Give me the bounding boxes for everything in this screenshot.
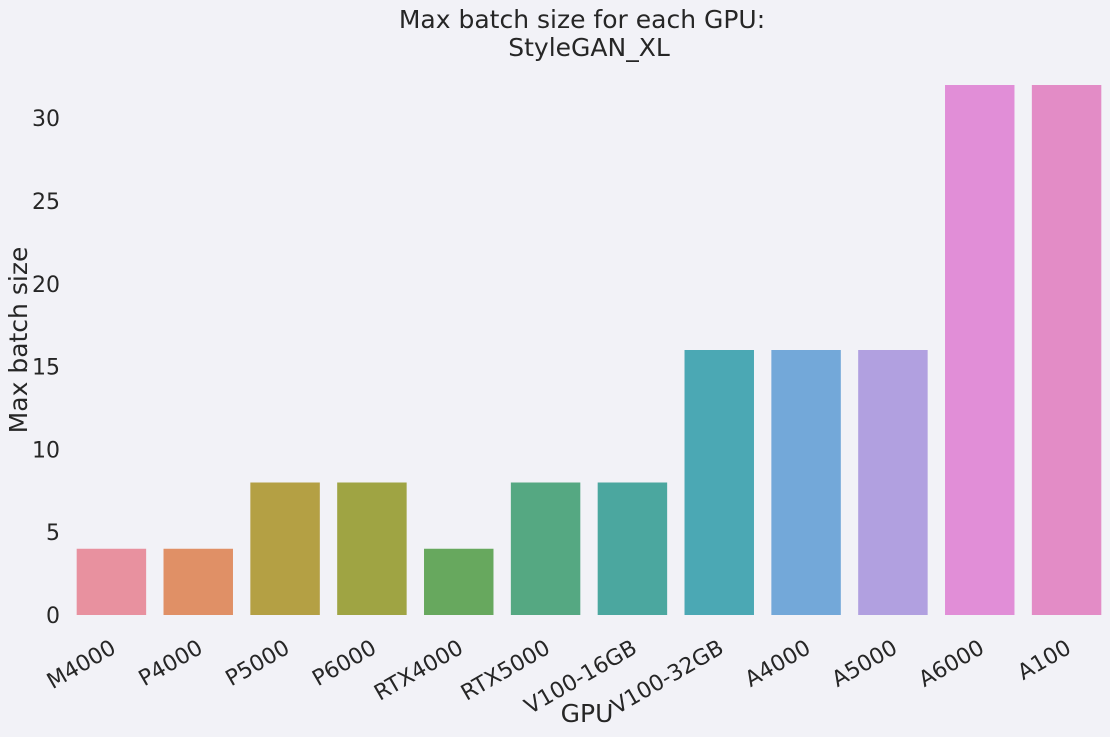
- y-tick-label: 5: [46, 521, 60, 546]
- y-tick-label: 0: [46, 604, 60, 629]
- bar-rtx5000: [510, 482, 581, 615]
- bar-a4000: [771, 350, 841, 615]
- y-tick-label: 20: [32, 273, 60, 298]
- bar-rtx4000: [424, 548, 494, 615]
- bar-a6000: [945, 85, 1015, 615]
- bar-p4000: [163, 548, 233, 615]
- y-axis-label: Max batch size: [4, 247, 33, 434]
- y-tick-label: 25: [32, 190, 60, 215]
- y-tick-label: 15: [32, 356, 60, 381]
- chart-title-line2: StyleGAN_XL: [508, 33, 670, 62]
- bar-v100-16gb: [597, 482, 668, 615]
- x-axis-label: GPU: [561, 699, 614, 728]
- bar-a100: [1031, 85, 1102, 615]
- bar-m4000: [76, 548, 147, 615]
- y-tick-label: 30: [32, 107, 60, 132]
- chart-title-line1: Max batch size for each GPU:: [399, 5, 765, 34]
- bar-p5000: [250, 482, 320, 615]
- bar-v100-32gb: [684, 350, 754, 615]
- bar-a5000: [858, 350, 928, 615]
- y-tick-label: 10: [32, 438, 60, 463]
- bar-p6000: [337, 482, 407, 615]
